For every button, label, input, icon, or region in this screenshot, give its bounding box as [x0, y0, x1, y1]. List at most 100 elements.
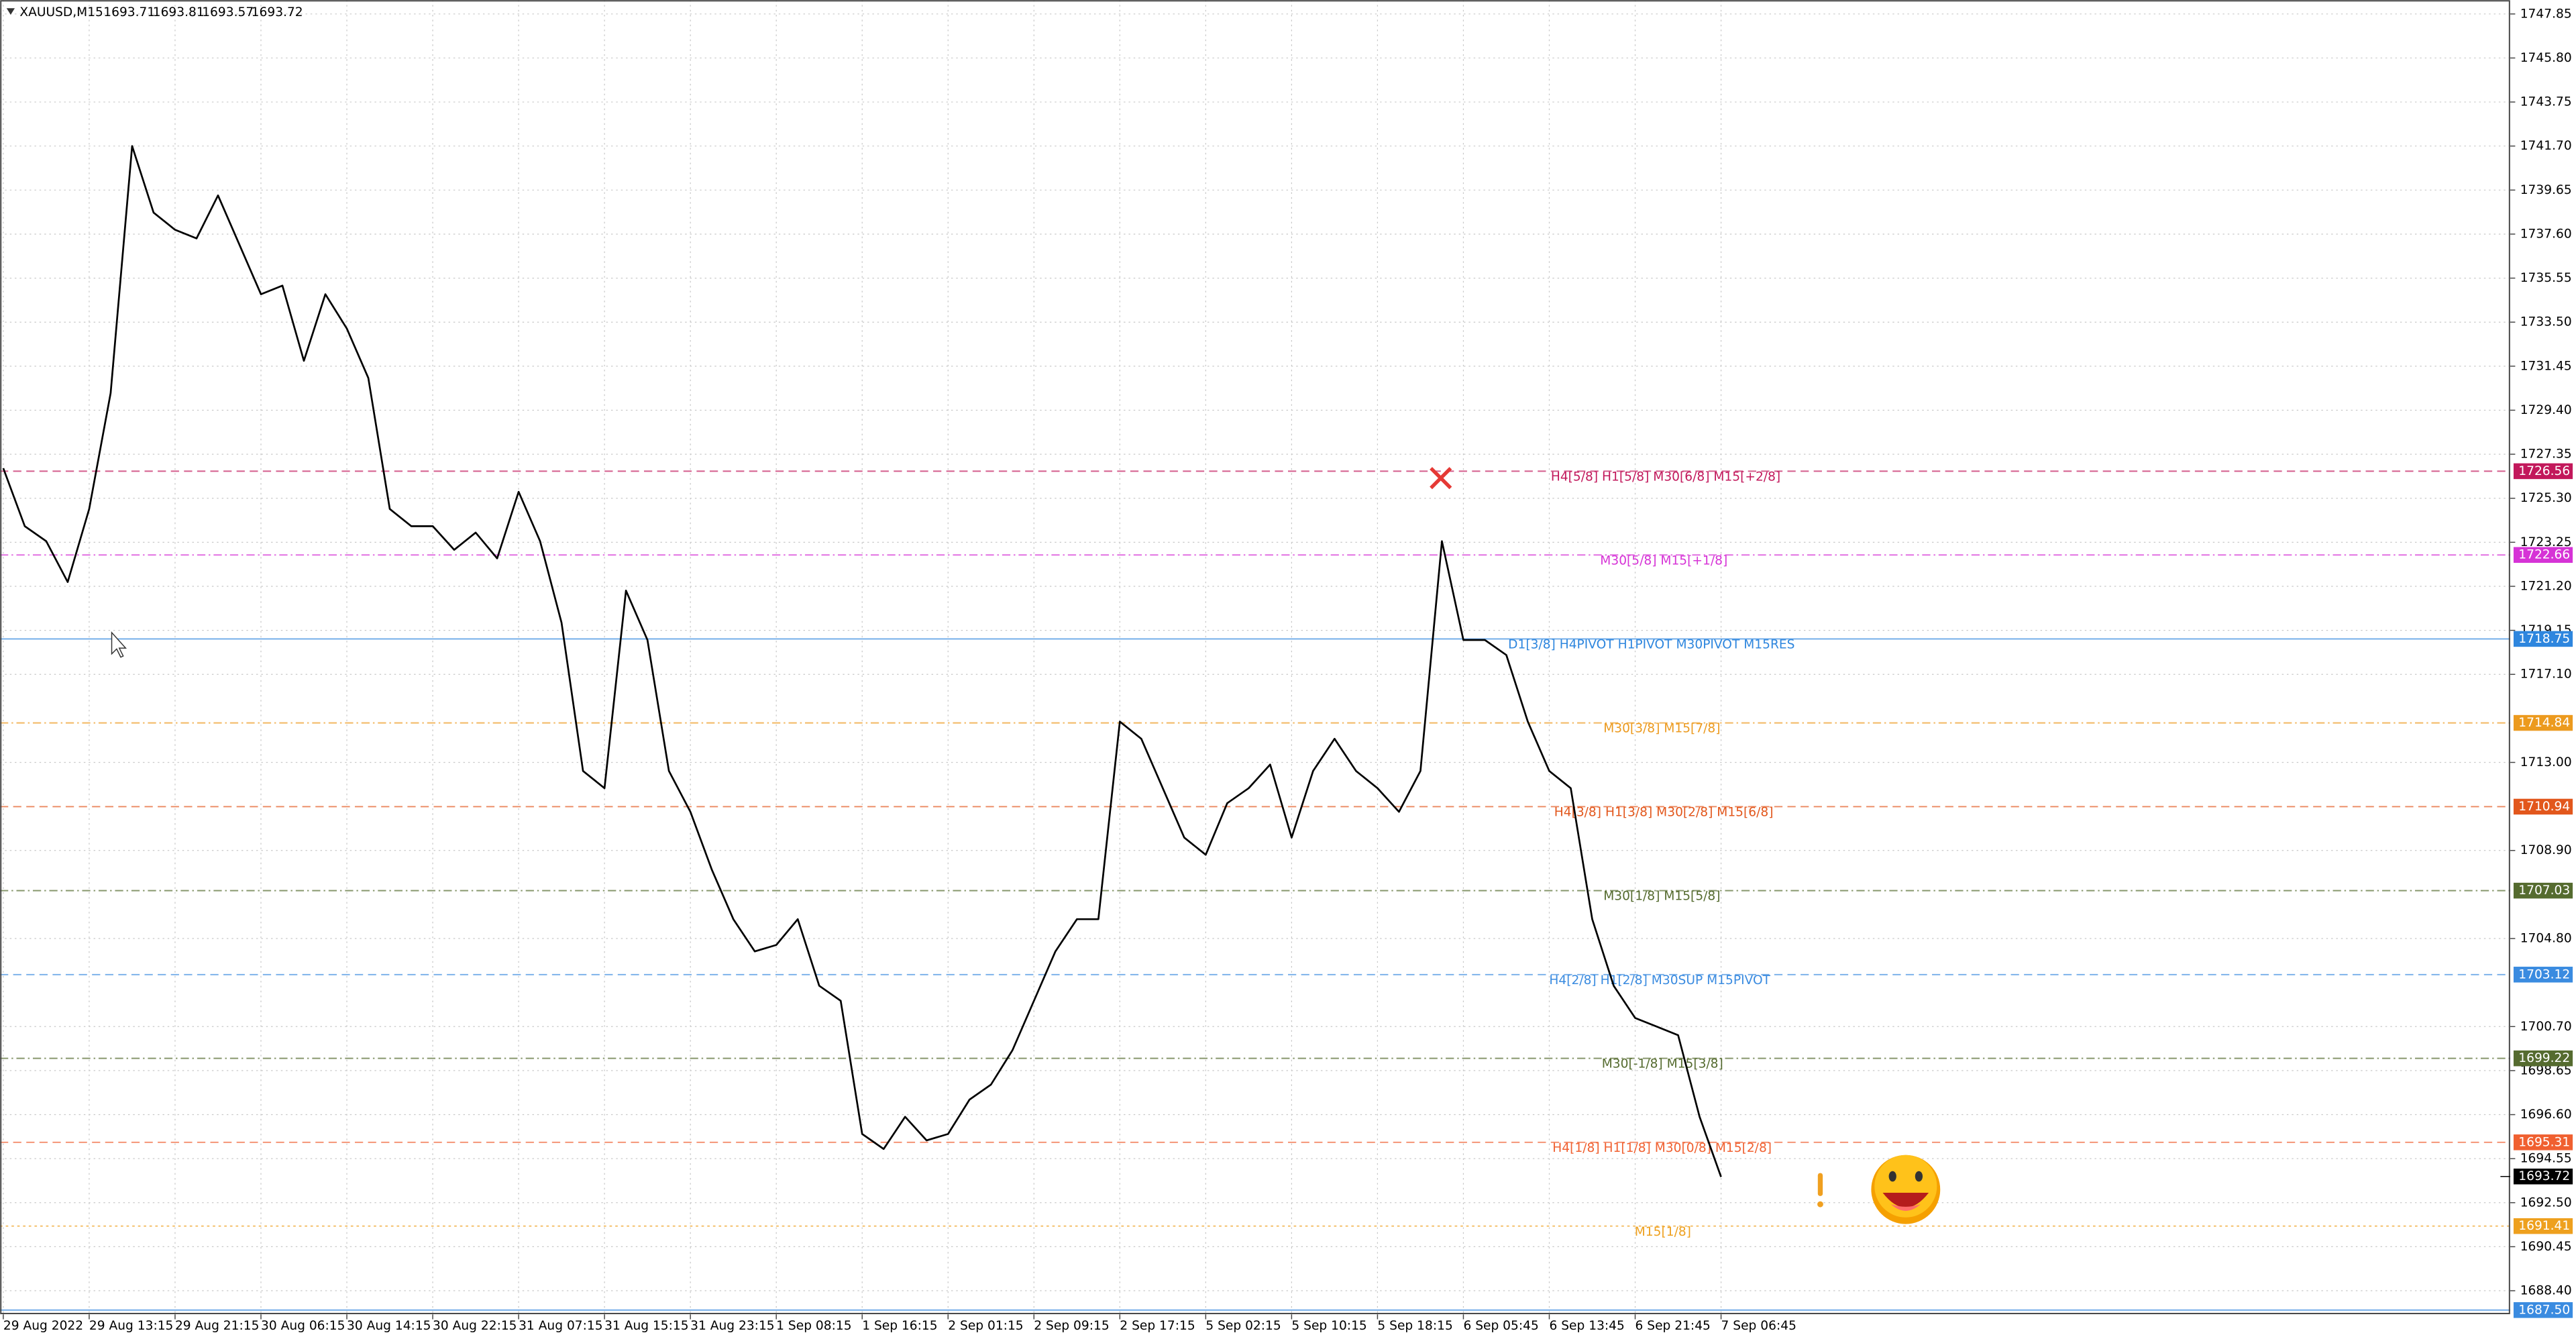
- x-tick-label: 7 Sep 06:45: [1721, 1319, 1796, 1333]
- price-tag-label: 1726.56: [2518, 464, 2570, 478]
- x-tick-label: 2 Sep 01:15: [948, 1319, 1023, 1333]
- price-tag-label: 1691.41: [2518, 1219, 2570, 1233]
- level-label: M30[-1/8] M15[3/8]: [1602, 1057, 1723, 1071]
- x-tick-label: 2 Sep 09:15: [1034, 1319, 1109, 1333]
- x-tick-label: 2 Sep 17:15: [1120, 1319, 1195, 1333]
- y-tick-label: 1717.10: [2520, 667, 2572, 682]
- x-tick-label: 6 Sep 13:45: [1549, 1319, 1624, 1333]
- y-tick-label: 1745.80: [2520, 51, 2572, 65]
- levels: H4[5/8] H1[5/8] M30[6/8] M15[+2/8] M30[5/…: [0, 470, 2511, 1311]
- x-tick-label: 5 Sep 10:15: [1291, 1319, 1366, 1333]
- price-tag: [2513, 798, 2573, 815]
- y-tick-label: 1747.85: [2520, 7, 2572, 21]
- level-label: M15[1/8]: [1635, 1225, 1691, 1239]
- x-tick-label: 6 Sep 05:45: [1463, 1319, 1538, 1333]
- x-tick-label: 31 Aug 07:15: [519, 1319, 602, 1333]
- level-label: M30[1/8] M15[5/8]: [1603, 890, 1720, 904]
- y-tick-label: 1698.65: [2520, 1063, 2572, 1077]
- price-tag: [2513, 967, 2573, 983]
- price-tag-label: 1699.22: [2518, 1051, 2570, 1065]
- ohlc-value: 1693.57: [202, 5, 254, 19]
- ohlc-value: 1693.71: [103, 5, 155, 19]
- grid: [0, 0, 2511, 1315]
- price-tag: [2513, 882, 2573, 899]
- symbol-title: XAUUSD,M15: [19, 5, 103, 19]
- y-tick-label: 1694.55: [2520, 1152, 2572, 1166]
- y-tick-label: 1721.20: [2520, 579, 2572, 593]
- level-label: H4[1/8] H1[1/8] M30[0/8] M15[2/8]: [1552, 1141, 1772, 1155]
- x-tick-label: 29 Aug 21:15: [175, 1319, 259, 1333]
- price-tag: [2513, 714, 2573, 731]
- price-axis: 1747.85 1745.80 1743.75 1741.70 1739.65 1737.…: [3, 7, 2573, 1333]
- level-label: M30[5/8] M15[+1/8]: [1600, 553, 1727, 568]
- price-tag-label: 1703.12: [2518, 967, 2570, 981]
- price-tag-label: 1722.66: [2518, 548, 2570, 562]
- x-tick-label: 31 Aug 15:15: [604, 1319, 688, 1333]
- price-tag-label: 1687.50: [2518, 1303, 2570, 1317]
- x-mark: [1430, 467, 1452, 490]
- y-tick-label: 1743.75: [2520, 95, 2572, 109]
- level-label: M30[3/8] M15[7/8]: [1603, 722, 1720, 736]
- y-tick-label: 1708.90: [2520, 843, 2572, 857]
- y-tick-label: 1725.30: [2520, 491, 2572, 505]
- price-tag: [2513, 1050, 2573, 1067]
- y-tick-label: 1723.25: [2520, 535, 2572, 549]
- price-tag-label: 1707.03: [2518, 883, 2570, 898]
- level-label: D1[3/8] H4PIVOT H1PIVOT M30PIVOT M15RES: [1508, 637, 1794, 651]
- level-label: H4[2/8] H1[2/8] M30SUP M15PIVOT: [1549, 973, 1770, 987]
- ohlc-value: 1693.72: [252, 5, 303, 19]
- y-tick-label: 1739.65: [2520, 183, 2572, 197]
- y-tick-label: 1690.45: [2520, 1240, 2572, 1254]
- price-tag-label: 1695.31: [2518, 1135, 2570, 1149]
- price-tag-label: 1714.84: [2518, 716, 2570, 730]
- x-tick-label: 29 Aug 13:15: [89, 1319, 173, 1333]
- y-tick-label: 1713.00: [2520, 755, 2572, 769]
- y-tick-label: 1692.50: [2520, 1195, 2572, 1210]
- price-tag: [2513, 1302, 2573, 1318]
- price-tag: [2513, 1134, 2573, 1150]
- cursor: [111, 631, 127, 658]
- x-tick-label: 1 Sep 16:15: [862, 1319, 937, 1333]
- price-tag: [2513, 1218, 2573, 1234]
- price-line: [2, 145, 1722, 1177]
- x-tick-label: 1 Sep 08:15: [776, 1319, 851, 1333]
- price-tag: [2513, 547, 2573, 564]
- header: XAUUSD,M15: [6, 5, 103, 19]
- level-label: H4[5/8] H1[5/8] M30[6/8] M15[+2/8]: [1551, 470, 1780, 484]
- price-tag-label: 1710.94: [2518, 800, 2570, 814]
- x-tick-label: 6 Sep 21:45: [1635, 1319, 1711, 1333]
- y-tick-label: 1727.35: [2520, 447, 2572, 462]
- price-tag: [2513, 463, 2573, 480]
- price-tag-label: 1718.75: [2518, 632, 2570, 646]
- x-tick-label: 29 Aug 2022: [3, 1319, 83, 1333]
- ohlc-value: 1693.81: [153, 5, 205, 19]
- y-tick-label: 1737.60: [2520, 227, 2572, 241]
- x-tick-label: 30 Aug 14:15: [347, 1319, 431, 1333]
- plot: [2, 145, 1722, 1177]
- last-price-label: 1693.72: [2518, 1169, 2570, 1183]
- level-label: H4[3/8] H1[3/8] M30[2/8] M15[6/8]: [1554, 806, 1774, 820]
- x-tick-label: 5 Sep 02:15: [1205, 1319, 1281, 1333]
- y-tick-label: 1688.40: [2520, 1284, 2572, 1298]
- y-tick-label: 1735.55: [2520, 271, 2572, 285]
- x-tick-label: 31 Aug 23:15: [690, 1319, 774, 1333]
- price-tag: [2513, 631, 2573, 647]
- x-tick-label: 30 Aug 06:15: [261, 1319, 345, 1333]
- plot-frame: [0, 0, 2510, 1315]
- smiley-icon: [1871, 1155, 1941, 1224]
- y-tick-label: 1704.80: [2520, 932, 2572, 946]
- y-tick-label: 1729.40: [2520, 403, 2572, 417]
- x-tick-label: 30 Aug 22:15: [433, 1319, 517, 1333]
- header-arrow: [6, 8, 15, 15]
- y-tick-label: 1696.60: [2520, 1108, 2572, 1122]
- y-tick-label: 1731.45: [2520, 359, 2572, 373]
- alert-icon: [1817, 1173, 1823, 1208]
- y-tick-label: 1741.70: [2520, 139, 2572, 153]
- y-tick-label: 1700.70: [2520, 1020, 2572, 1034]
- y-tick-label: 1733.50: [2520, 315, 2572, 329]
- last-price-tag: [2513, 1168, 2573, 1185]
- x-tick-label: 5 Sep 18:15: [1377, 1319, 1452, 1333]
